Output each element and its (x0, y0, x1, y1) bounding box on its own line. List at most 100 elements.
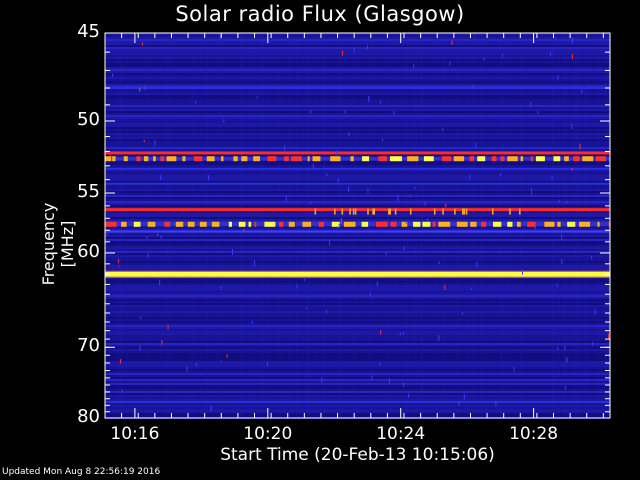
speckle (296, 284, 298, 288)
noise-row (105, 37, 610, 39)
band-2-segment (407, 156, 419, 162)
band-2-segment (441, 156, 452, 162)
noise-row (105, 303, 610, 305)
noise-row (105, 389, 610, 391)
noise-row (105, 105, 610, 107)
speckle (379, 362, 381, 366)
speckle (379, 100, 381, 104)
speckle (243, 229, 245, 232)
burst-tick (409, 208, 412, 215)
band-2-segment (469, 156, 475, 162)
speckle (551, 176, 553, 180)
noise-row (105, 129, 610, 131)
noise-row (105, 95, 610, 97)
noise-row (105, 121, 610, 123)
speckle (140, 316, 142, 319)
speckle (564, 385, 566, 389)
speckle (534, 224, 536, 230)
noise-row (105, 101, 610, 103)
speckle (310, 201, 312, 205)
band-6-segment (187, 221, 195, 227)
noise-row (105, 177, 610, 179)
band-2-segment (453, 156, 465, 162)
noise-row (105, 89, 610, 91)
noise-row (105, 69, 610, 71)
noise-row (105, 349, 610, 351)
band-8-edge (105, 270, 610, 272)
speckle (397, 195, 399, 202)
speckle (186, 366, 188, 372)
band-2-segment (564, 156, 569, 162)
noise-row (105, 415, 610, 417)
band-2-segment (595, 156, 606, 162)
speckle (312, 163, 314, 169)
speckle (305, 307, 307, 310)
band-6-segment (456, 221, 468, 227)
noise-row (105, 373, 610, 375)
speckle (118, 259, 120, 264)
burst-tick (442, 208, 444, 215)
speckle (463, 394, 465, 400)
band-9 (105, 401, 610, 404)
speckle (220, 286, 222, 290)
speckle (403, 246, 405, 251)
noise-row (105, 49, 610, 51)
speckle (458, 400, 460, 406)
noise-row (105, 281, 610, 283)
noise-row (105, 41, 610, 43)
burst-tick (465, 208, 468, 215)
noise-row (105, 293, 610, 295)
noise-row (105, 77, 610, 79)
speckle (537, 111, 539, 114)
noise-row (105, 323, 610, 325)
band-2-segment (253, 156, 260, 162)
burst-tick (367, 208, 369, 215)
band-2-segment (491, 156, 497, 162)
noise-row (105, 241, 610, 243)
speckle (161, 340, 163, 346)
noise-row (105, 171, 610, 173)
speckle (226, 354, 228, 358)
x-tick-label: 10:28 (509, 424, 559, 444)
band-6-segment (133, 221, 141, 227)
speckle (348, 186, 350, 193)
speckle (112, 73, 114, 78)
speckle (389, 378, 391, 384)
speckle (424, 201, 426, 206)
chart-title: Solar radio Flux (Glasgow) (175, 2, 465, 26)
band-2-segment (206, 156, 215, 162)
noise-row (105, 325, 610, 327)
band-2-segment (500, 156, 505, 162)
speckle (566, 201, 568, 204)
speckle (500, 173, 502, 177)
band-6-segment (516, 221, 521, 227)
y-tick-label: 70 (77, 335, 100, 357)
noise-row (105, 365, 610, 367)
speckle (607, 333, 609, 340)
speckle (592, 342, 594, 346)
speckle (219, 33, 221, 40)
band-2-segment (241, 156, 248, 162)
noise-row (105, 131, 610, 133)
noise-row (105, 285, 610, 287)
speckle (381, 138, 383, 142)
noise-row (105, 311, 610, 313)
noise-row (105, 149, 610, 151)
speckle (284, 145, 286, 151)
band-2-segment (362, 156, 370, 162)
noise-row (105, 319, 610, 321)
band-2-segment (307, 156, 310, 162)
band-2-segment (193, 156, 203, 162)
noise-row (105, 269, 610, 271)
burst-tick (349, 208, 351, 215)
speckle (380, 330, 382, 335)
noise-row (105, 391, 610, 393)
speckle (337, 226, 339, 229)
band-6-segment (105, 221, 117, 227)
noise-row (105, 245, 610, 247)
speckle (561, 259, 563, 264)
noise-row (105, 181, 610, 183)
band-2-segment (166, 156, 177, 162)
noise-row (105, 393, 610, 395)
noise-row (105, 161, 610, 163)
